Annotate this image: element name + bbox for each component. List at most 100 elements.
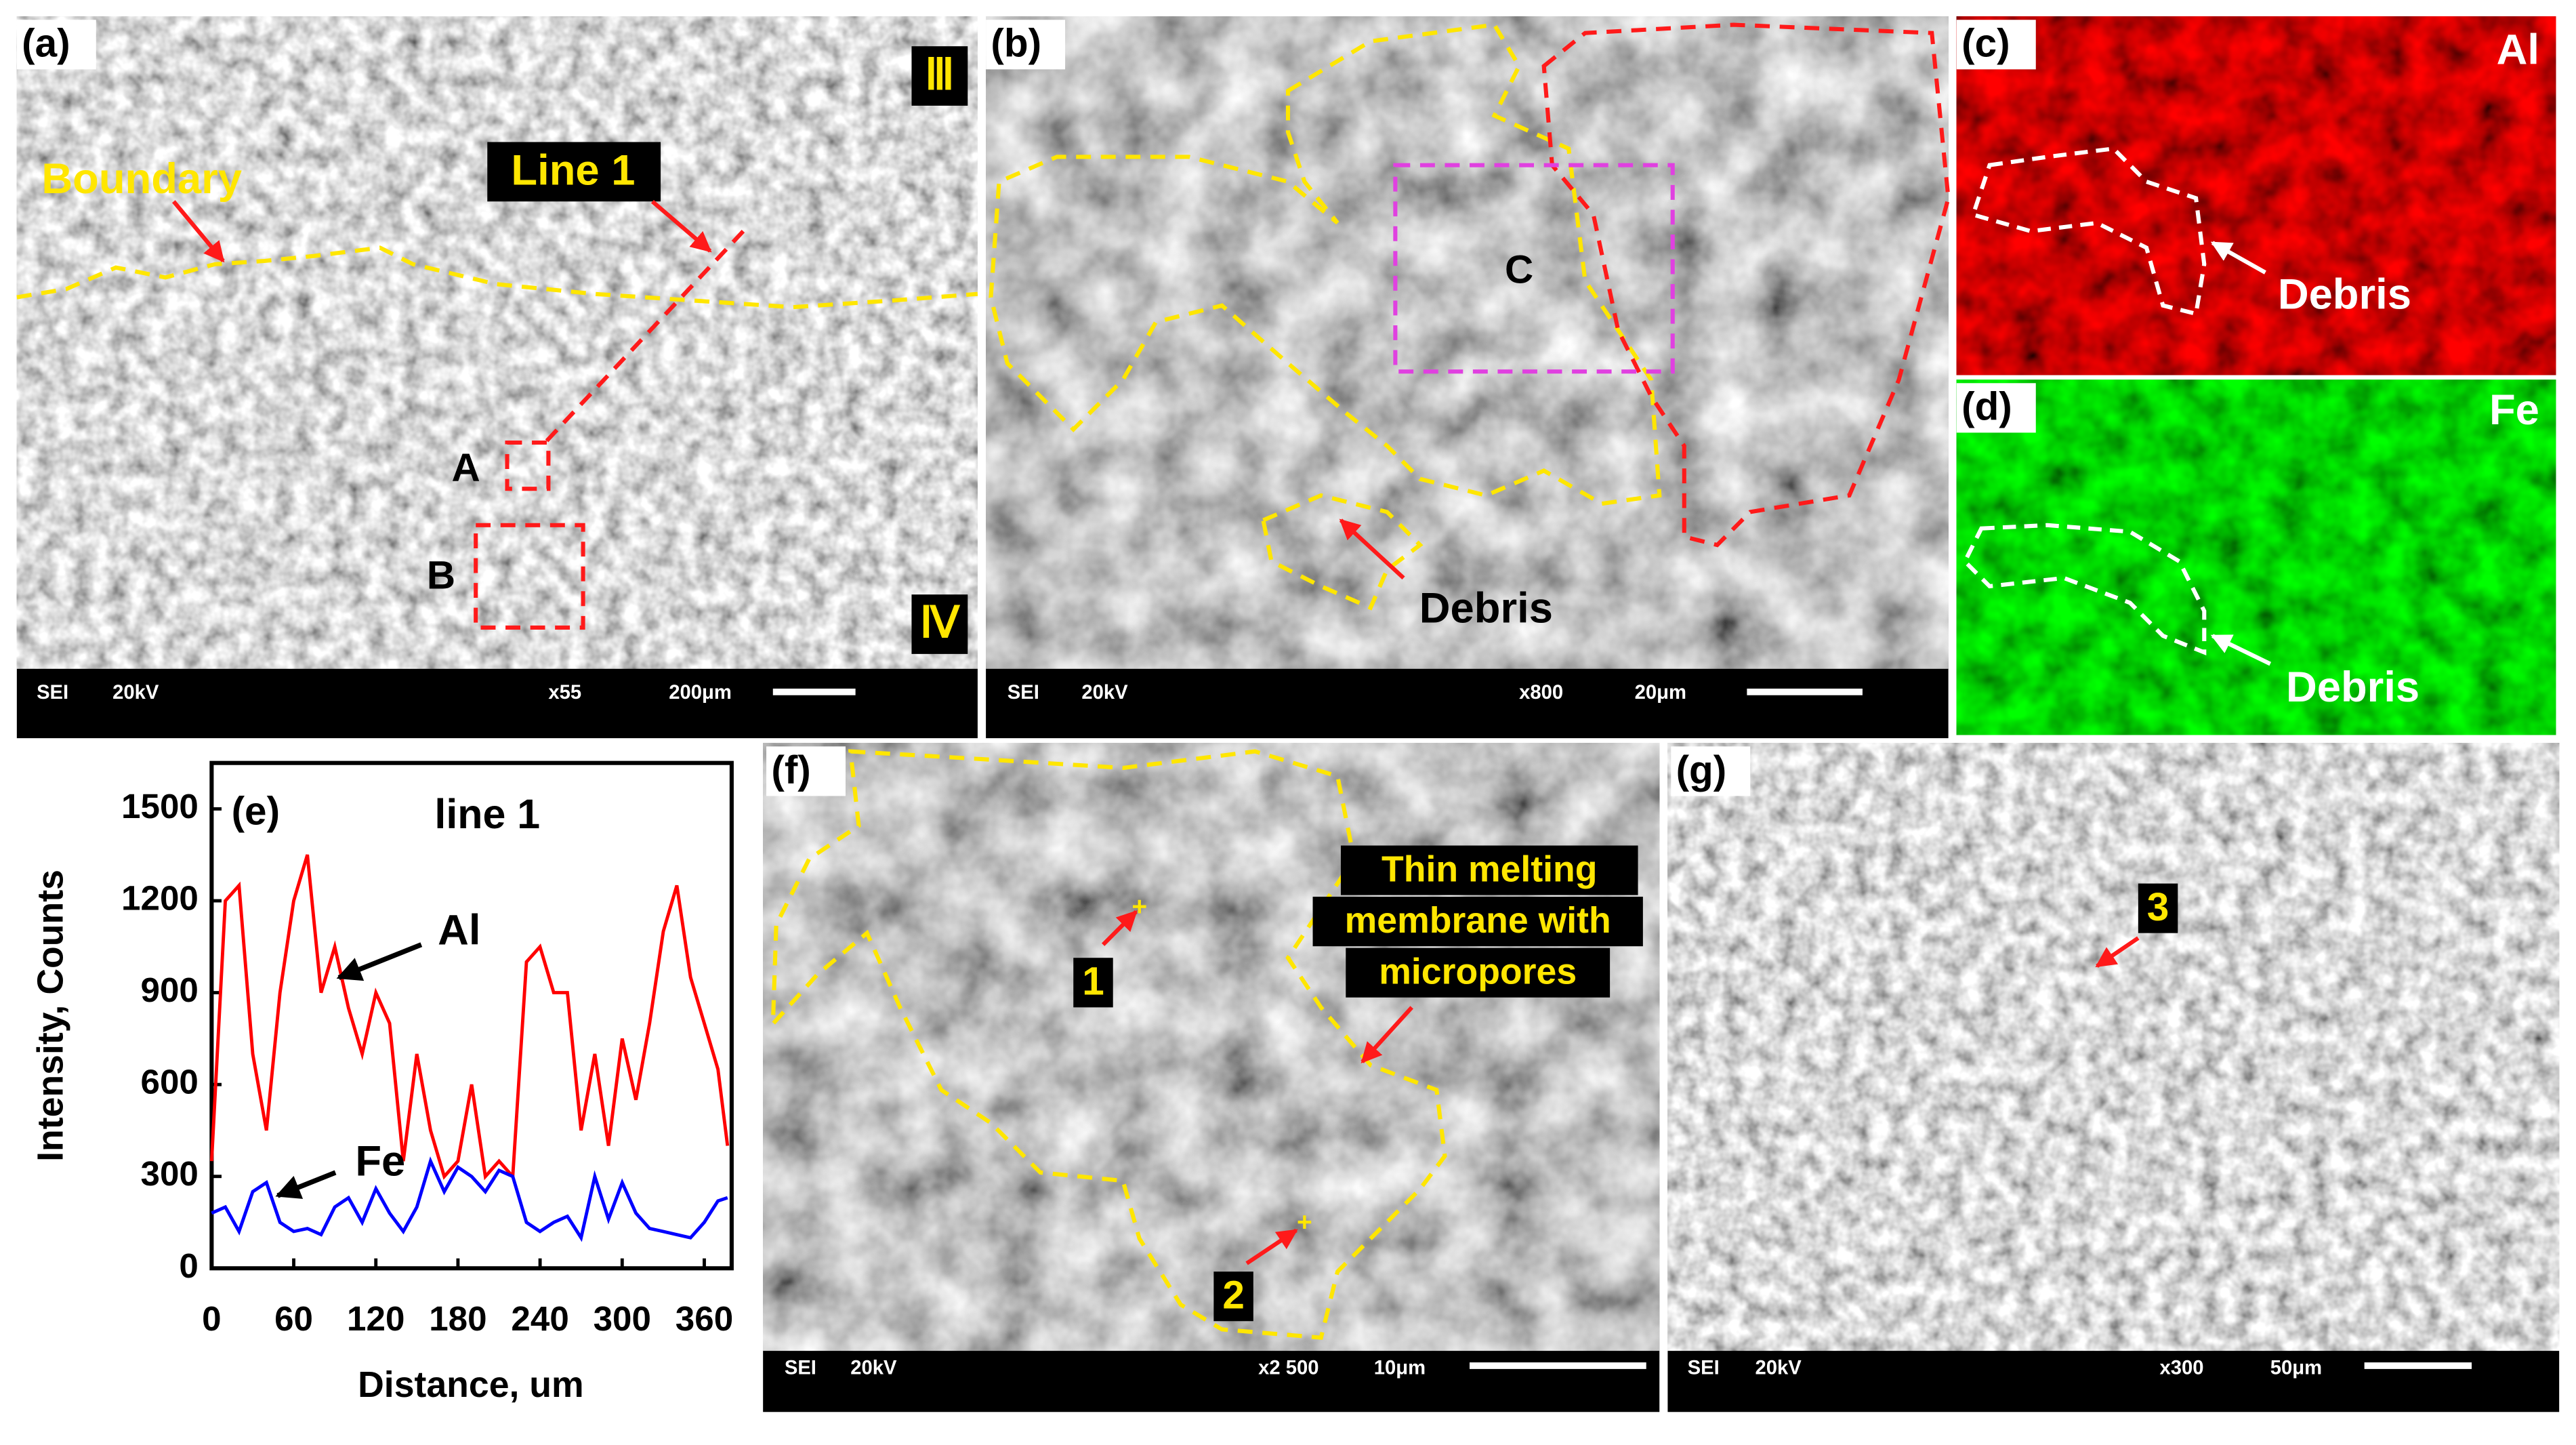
outline xyxy=(1260,493,1424,611)
info: x800 xyxy=(1519,682,1563,704)
marker: + xyxy=(1131,892,1147,921)
label-box xyxy=(1956,383,2036,433)
outline xyxy=(1962,523,2207,655)
annotation: Thin melting xyxy=(1382,849,1598,890)
outline xyxy=(1541,22,1951,548)
info: 20μm xyxy=(1635,682,1686,704)
panel-d: (d) Fe Debris xyxy=(1956,380,2556,735)
annotation: membrane with xyxy=(1345,900,1611,941)
info: x55 xyxy=(548,682,581,704)
y-tick-label: 1200 xyxy=(121,879,199,918)
annotation: micropores xyxy=(1379,952,1577,992)
arrow xyxy=(1245,1228,1298,1265)
info: x2 500 xyxy=(1258,1358,1318,1379)
point-label: 1 xyxy=(1082,960,1104,1004)
region-box xyxy=(911,46,968,106)
label-box xyxy=(1073,958,1113,1008)
eds-map xyxy=(1956,380,2556,735)
label-box xyxy=(1213,1271,1253,1322)
label-box xyxy=(487,142,661,202)
annotation: Debris xyxy=(2286,664,2419,711)
panel-a: SEI 20kV x55 200μm (a) Ⅲ Ⅳ Boundary Line… xyxy=(16,16,978,739)
arrow xyxy=(2210,241,2266,274)
annotation: B xyxy=(427,553,455,597)
y-tick-label: 600 xyxy=(141,1063,199,1101)
label-box xyxy=(2138,883,2178,933)
panel-e: (e) line 1 Distance, um Intensity, Count… xyxy=(30,760,734,1405)
info-bar xyxy=(986,668,1949,739)
panel-label: (a) xyxy=(22,22,70,66)
x-tick-label: 300 xyxy=(594,1299,651,1338)
region-label: Ⅲ xyxy=(925,51,955,98)
arrow xyxy=(650,199,712,253)
label-box xyxy=(766,746,846,796)
y-tick-label: 300 xyxy=(141,1154,199,1193)
panel-label: (e) xyxy=(232,790,280,834)
info: 20kV xyxy=(1081,682,1128,704)
y-tick-label: 0 xyxy=(179,1246,198,1285)
boundary-line xyxy=(16,245,978,310)
info: SEI xyxy=(37,682,68,704)
chart-title: line 1 xyxy=(434,791,540,837)
panel-c: (c) Al Debris xyxy=(1956,16,2556,375)
label-box xyxy=(1671,746,1751,796)
info: SEI xyxy=(785,1358,816,1379)
annotation: Boundary xyxy=(41,155,242,203)
region-a xyxy=(505,440,551,491)
sem-image xyxy=(986,16,1949,669)
annotation: Debris xyxy=(1419,584,1553,632)
arrow xyxy=(2095,936,2140,968)
arrow xyxy=(2210,634,2272,666)
series-label: Al xyxy=(438,906,480,954)
arrow xyxy=(1360,1006,1413,1063)
x-tick-label: 0 xyxy=(202,1299,221,1338)
info: 200μm xyxy=(669,682,732,704)
outline xyxy=(989,22,1662,506)
sem-image xyxy=(1667,743,2560,1351)
panel-label: (d) xyxy=(1961,385,2012,429)
eds-map xyxy=(1956,16,2556,375)
arrow xyxy=(171,200,225,263)
region-label: Ⅳ xyxy=(920,599,961,647)
annotation: Line 1 xyxy=(511,147,635,195)
point-label: 2 xyxy=(1222,1274,1245,1318)
label-box xyxy=(986,20,1066,70)
info: 10μm xyxy=(1374,1358,1426,1379)
label-box xyxy=(1312,897,1643,947)
sem-image xyxy=(16,16,978,669)
region-c xyxy=(1393,163,1675,374)
arrow xyxy=(1339,518,1405,580)
panel-label: (f) xyxy=(771,748,810,792)
info-bar xyxy=(16,668,978,739)
label-box xyxy=(1956,20,2036,70)
arrow xyxy=(336,942,423,981)
y-tick-label: 900 xyxy=(141,971,199,1009)
x-tick-label: 60 xyxy=(274,1299,313,1338)
arrow xyxy=(1101,910,1138,946)
annotation: A xyxy=(451,446,480,490)
series-label: Fe xyxy=(355,1138,405,1185)
element-label: Al xyxy=(2497,26,2539,74)
panel-label: (g) xyxy=(1676,748,1727,792)
y-tick-label: 1500 xyxy=(121,787,199,826)
panel-label: (c) xyxy=(1961,22,2010,66)
info: x300 xyxy=(2160,1358,2204,1379)
y-axis-label: Intensity, Counts xyxy=(30,870,71,1162)
element-label: Fe xyxy=(2489,386,2539,434)
annotation: C xyxy=(1505,247,1533,291)
x-axis-label: Distance, um xyxy=(358,1364,584,1405)
series-line xyxy=(209,854,730,1181)
plot-frame xyxy=(209,760,734,1271)
point-label: 3 xyxy=(2147,885,2169,929)
info: 20kV xyxy=(850,1358,897,1379)
panel-g: SEI 20kV x300 50μm (g) 3 xyxy=(1667,743,2560,1412)
info: 20kV xyxy=(1756,1358,1802,1379)
series-line xyxy=(211,1156,728,1242)
x-tick-label: 360 xyxy=(676,1299,733,1338)
info-bar xyxy=(1667,1351,2560,1412)
region-box xyxy=(911,594,968,654)
arrow xyxy=(275,1170,337,1199)
info: SEI xyxy=(1688,1358,1720,1379)
panel-b: SEI 20kV x800 20μm (b) C Debris xyxy=(986,16,1951,739)
